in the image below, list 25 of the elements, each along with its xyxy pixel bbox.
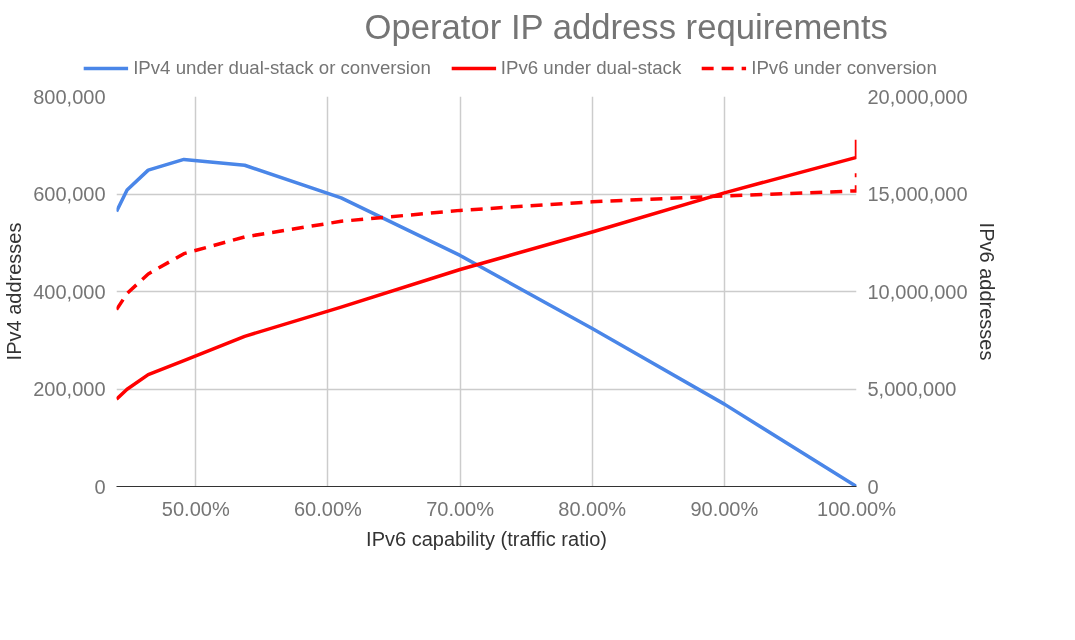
- y-tick-label: 0: [94, 475, 106, 498]
- x-tick-label: 50.00%: [161, 497, 230, 520]
- legend-label: IPv4 under dual-stack or conversion: [133, 57, 431, 79]
- y2-tick-label: 5,000,000: [867, 378, 957, 400]
- y-tick-label: 400,000: [33, 280, 106, 303]
- x-tick-label: 80.00%: [558, 497, 627, 520]
- y2-tick-label: 15,000,000: [867, 183, 968, 205]
- x-tick-label: 60.00%: [294, 497, 363, 520]
- y2-tick-label: 0: [867, 475, 879, 498]
- x-tick-label: 100.00%: [817, 497, 897, 520]
- y2-axis-title: IPv6 addresses: [975, 222, 998, 361]
- x-tick-label: 70.00%: [426, 497, 495, 520]
- y-tick-label: 200,000: [33, 378, 106, 400]
- y-tick-label: 800,000: [33, 85, 106, 108]
- y-axis-title: IPv4 addresses: [3, 222, 26, 361]
- y-tick-label: 600,000: [33, 183, 106, 205]
- y2-tick-label: 10,000,000: [867, 280, 968, 303]
- x-axis-title: IPv6 capability (traffic ratio): [366, 527, 607, 550]
- x-tick-label: 90.00%: [690, 497, 759, 520]
- y2-tick-label: 20,000,000: [867, 85, 968, 108]
- chart-title: Operator IP address requirements: [364, 7, 888, 46]
- line-series: [116, 138, 857, 401]
- legend-label: IPv6 under dual-stack: [500, 57, 682, 79]
- line-series: [116, 157, 857, 487]
- legend-label: IPv6 under conversion: [751, 57, 937, 79]
